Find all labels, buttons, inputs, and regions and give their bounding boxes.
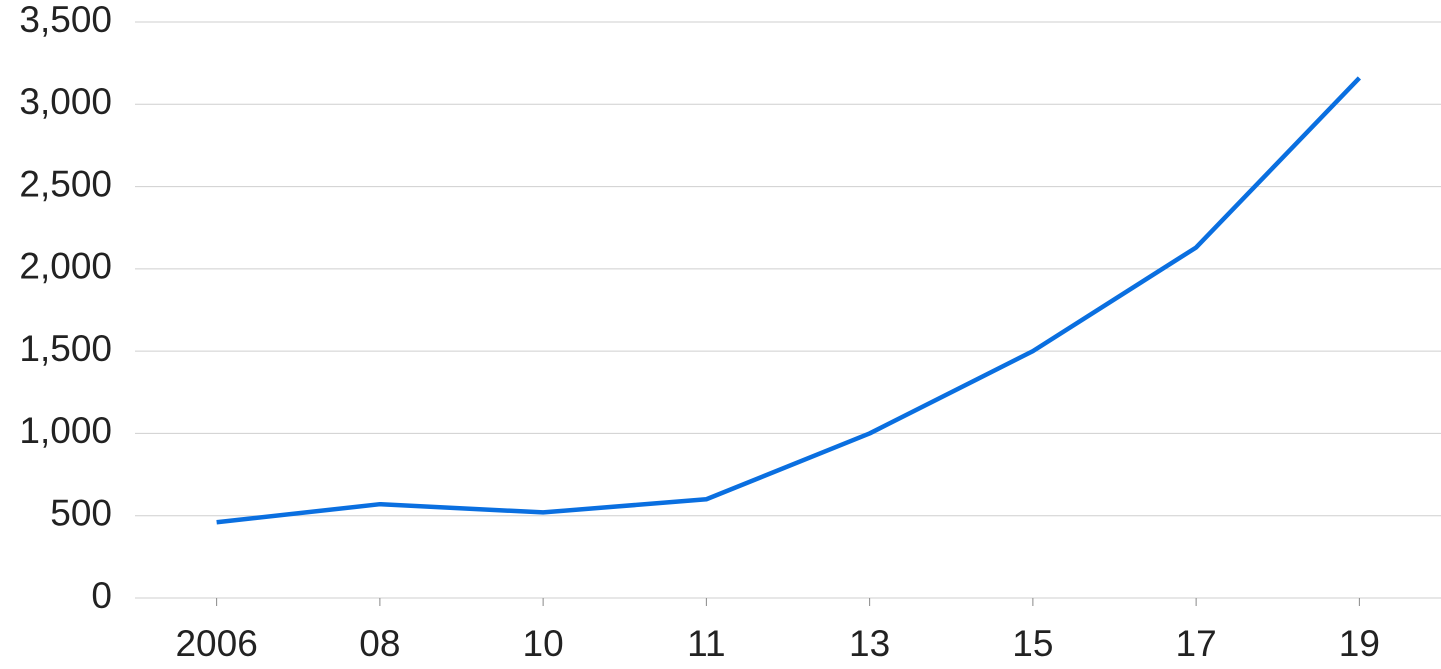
y-tick-label: 0: [91, 575, 112, 616]
x-tick-label: 08: [359, 623, 400, 664]
y-tick-label: 2,000: [19, 246, 112, 287]
x-tick-label: 15: [1012, 623, 1053, 664]
data-line: [216, 76, 1362, 525]
y-tick-label: 2,500: [19, 163, 112, 204]
x-tick-label: 13: [849, 623, 890, 664]
x-tick-label: 10: [523, 623, 564, 664]
y-tick-label: 3,000: [19, 81, 112, 122]
x-tick-label: 17: [1176, 623, 1217, 664]
y-tick-label: 1,000: [19, 410, 112, 451]
x-tick-label: 2006: [175, 623, 257, 664]
y-tick-label: 3,500: [19, 0, 112, 40]
x-tick-label: 19: [1339, 623, 1380, 664]
y-tick-label: 500: [50, 492, 112, 533]
x-tick-label: 11: [687, 623, 725, 664]
y-tick-label: 1,500: [19, 328, 112, 369]
